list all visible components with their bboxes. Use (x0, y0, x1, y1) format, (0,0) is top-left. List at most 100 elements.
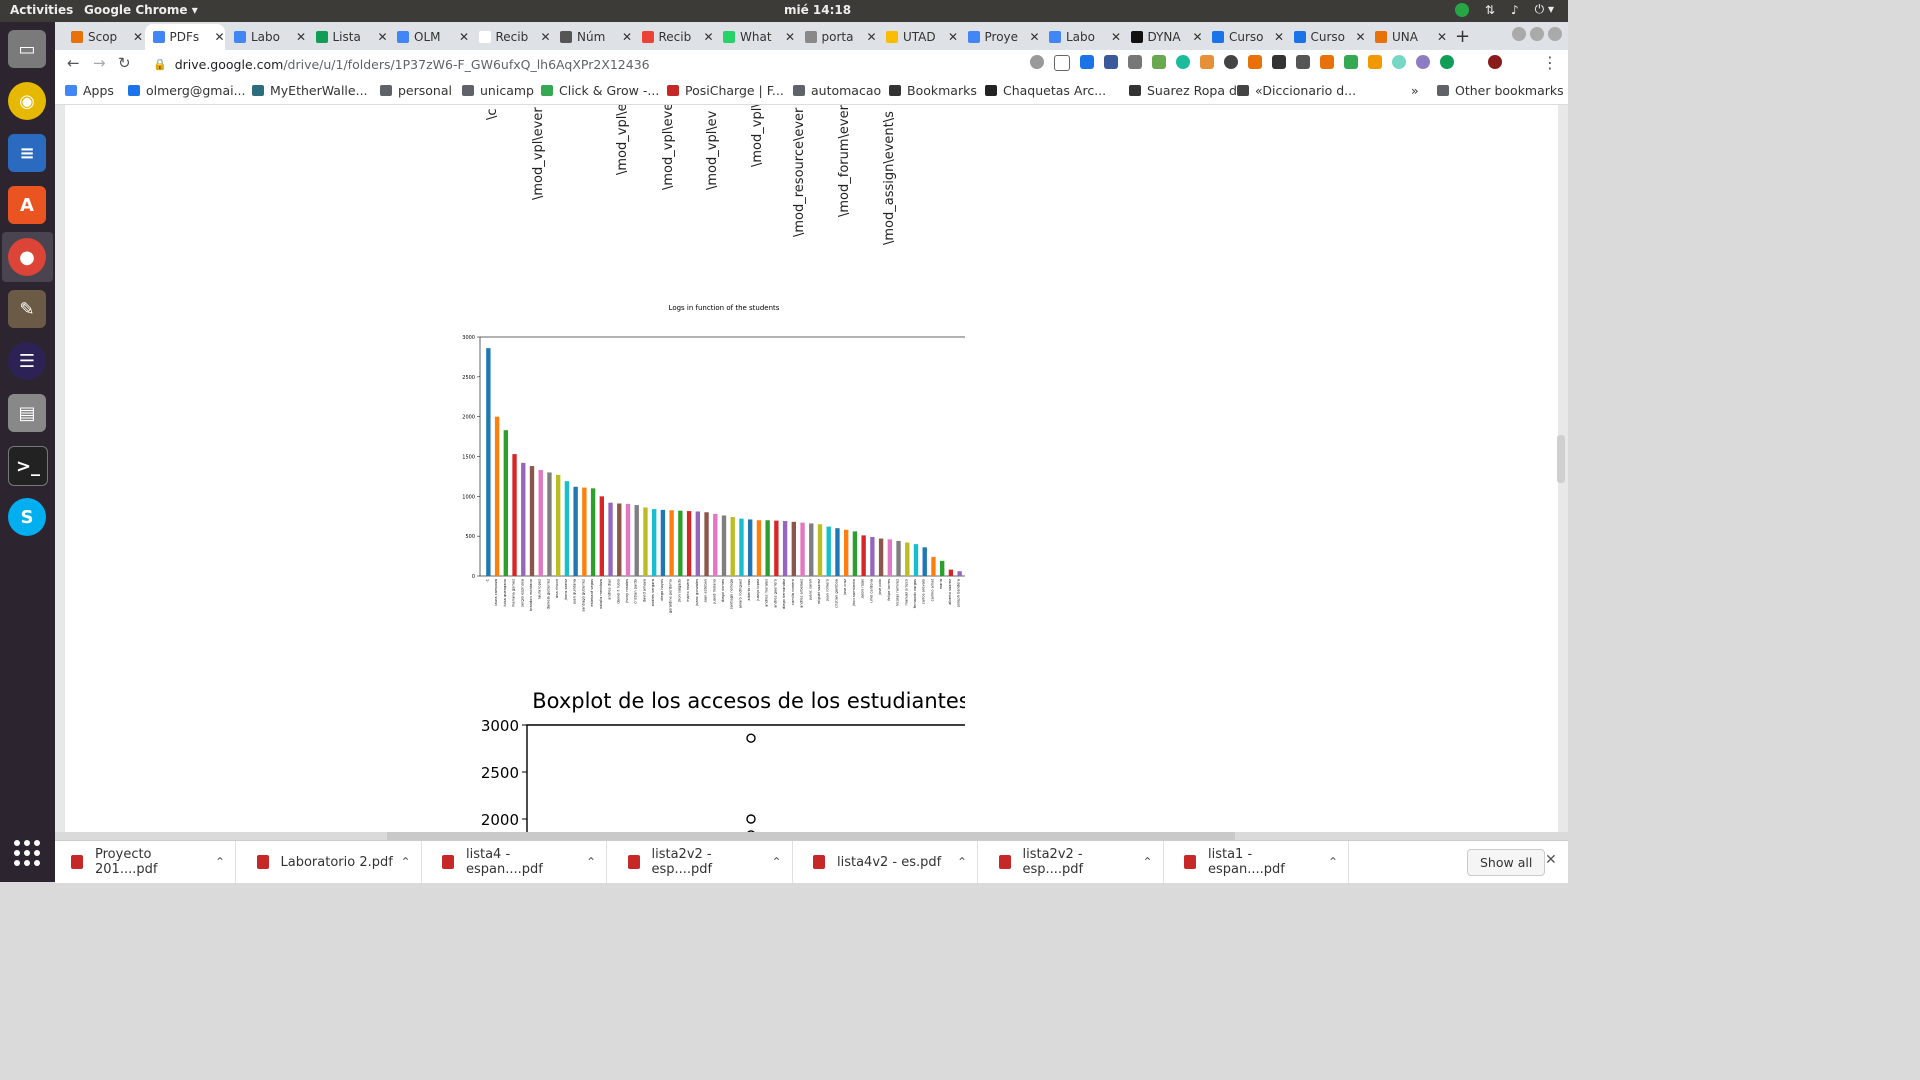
close-tab-icon[interactable]: ✕ (1192, 30, 1203, 44)
tab[interactable]: PDFs ✕ (144, 24, 225, 50)
pdf-viewer[interactable]: \c \mod_vpl\ever \mod_vpl\e \mod_vpl\ever \m… (55, 105, 1568, 832)
download-item[interactable]: lista4 - espan....pdf ⌃ (428, 841, 607, 883)
tab[interactable]: What ✕ (715, 24, 795, 50)
close-tab-icon[interactable]: ✕ (214, 30, 225, 44)
horizontal-scrollbar[interactable] (387, 832, 1235, 840)
bookmark-item[interactable]: Apps (65, 83, 114, 98)
tab[interactable]: porta ✕ (797, 24, 877, 50)
extension-icon[interactable] (1272, 55, 1286, 69)
close-tab-icon[interactable]: ✕ (540, 30, 551, 44)
download-item[interactable]: lista4v2 - es.pdf ⌃ (799, 841, 978, 883)
profile-avatar[interactable] (1488, 55, 1502, 69)
maximize-button[interactable] (1530, 27, 1544, 41)
show-all-downloads-button[interactable]: Show all (1467, 849, 1546, 876)
chevron-up-icon[interactable]: ⌃ (585, 855, 596, 869)
tab[interactable]: OLM ✕ (389, 24, 469, 50)
tab[interactable]: Scop ✕ (63, 24, 143, 50)
tab[interactable]: Labo ✕ (1041, 24, 1121, 50)
close-tab-icon[interactable]: ✕ (377, 30, 388, 44)
extension-icon[interactable] (1296, 55, 1310, 69)
files-icon[interactable]: ▭ (8, 30, 46, 68)
close-tab-icon[interactable]: ✕ (1355, 30, 1366, 44)
close-tab-icon[interactable]: ✕ (1029, 30, 1040, 44)
close-tab-icon[interactable]: ✕ (1273, 30, 1284, 44)
chrome-icon[interactable]: ● (8, 238, 46, 276)
rhythmbox-icon[interactable]: ◉ (8, 82, 46, 120)
extension-icon[interactable] (1368, 55, 1382, 69)
bookmark-item[interactable]: olmerg@gmai... (128, 83, 246, 98)
extension-icon[interactable] (1080, 55, 1094, 69)
grammarly-icon[interactable] (1176, 55, 1190, 69)
bookmark-item[interactable]: personal (380, 83, 452, 98)
terminal-icon[interactable]: >_ (8, 446, 48, 486)
tab[interactable]: Curso ✕ (1204, 24, 1284, 50)
tab[interactable]: Labo ✕ (226, 24, 306, 50)
extension-icon[interactable] (1248, 55, 1262, 69)
vertical-scrollbar[interactable] (1557, 435, 1565, 483)
tab[interactable]: Lista ✕ (308, 24, 388, 50)
close-tab-icon[interactable]: ✕ (784, 30, 795, 44)
tab[interactable]: Recib ✕ (471, 24, 551, 50)
scanner-icon[interactable]: ▤ (8, 394, 46, 432)
eclipse-icon[interactable]: ☰ (8, 342, 46, 380)
close-tab-icon[interactable]: ✕ (866, 30, 877, 44)
bookmark-item[interactable]: Suarez Ropa d... (1129, 83, 1249, 98)
download-item[interactable]: Proyecto 201....pdf ⌃ (57, 841, 236, 883)
bookmark-item[interactable]: PosiCharge | F... (667, 83, 784, 98)
extension-icon[interactable] (1320, 55, 1334, 69)
reload-button[interactable]: ↻ (118, 54, 131, 72)
writer-icon[interactable]: ≡ (8, 134, 46, 172)
download-icon[interactable] (1200, 55, 1214, 69)
tab[interactable]: Núm ✕ (552, 24, 632, 50)
bookmark-item[interactable]: Bookmarks (889, 83, 977, 98)
extension-icon[interactable] (1440, 55, 1454, 69)
lock-icon[interactable]: 🔒 (153, 57, 167, 71)
tab[interactable]: Recib ✕ (634, 24, 714, 50)
skype-icon[interactable]: S (8, 498, 46, 536)
minimize-button[interactable] (1512, 27, 1526, 41)
chevron-up-icon[interactable]: ⌃ (956, 855, 967, 869)
forward-button[interactable]: → (93, 54, 106, 72)
extension-icon[interactable] (1104, 55, 1118, 69)
download-item[interactable]: Laboratorio 2.pdf ⌃ (243, 841, 422, 883)
software-center-icon[interactable]: A (8, 186, 46, 224)
close-tab-icon[interactable]: ✕ (458, 30, 469, 44)
cast-icon[interactable] (1030, 55, 1044, 69)
chevron-up-icon[interactable]: ⌃ (400, 855, 411, 869)
close-download-shelf-button[interactable]: ✕ (1545, 852, 1557, 868)
address-bar[interactable]: 🔒 drive.google.com/drive/u/1/folders/1P3… (145, 52, 1035, 76)
tab[interactable]: DYNA ✕ (1123, 24, 1203, 50)
bookmark-item[interactable]: MyEtherWalle... (252, 83, 368, 98)
tab[interactable]: UTAD ✕ (878, 24, 958, 50)
close-tab-icon[interactable]: ✕ (947, 30, 958, 44)
other-bookmarks[interactable]: Other bookmarks (1437, 83, 1564, 98)
close-tab-icon[interactable]: ✕ (1110, 30, 1121, 44)
tab[interactable]: UNA ✕ (1367, 24, 1447, 50)
power-icon[interactable]: ⏻ ▾ (1534, 2, 1554, 16)
download-item[interactable]: lista1 -espan....pdf ⌃ (1170, 841, 1349, 883)
status-icon[interactable] (1454, 2, 1469, 17)
tab[interactable]: Proye ✕ (960, 24, 1040, 50)
close-tab-icon[interactable]: ✕ (1436, 30, 1447, 44)
volume-icon[interactable]: ♪ (1510, 2, 1519, 17)
bookmarks-overflow-button[interactable]: » (1411, 83, 1419, 98)
close-tab-icon[interactable]: ✕ (295, 30, 306, 44)
bookmark-item[interactable]: «Diccionario d... (1237, 83, 1356, 98)
close-tab-icon[interactable]: ✕ (703, 30, 714, 44)
chevron-up-icon[interactable]: ⌃ (214, 855, 225, 869)
extension-icon[interactable] (1152, 55, 1166, 69)
chevron-up-icon[interactable]: ⌃ (771, 855, 782, 869)
chevron-up-icon[interactable]: ⌃ (1327, 855, 1338, 869)
tab[interactable]: Curso ✕ (1286, 24, 1366, 50)
bookmark-star-icon[interactable] (1054, 55, 1070, 71)
extension-icon[interactable] (1392, 55, 1406, 69)
bookmark-item[interactable]: Click & Grow -... (541, 83, 659, 98)
download-item[interactable]: lista2v2 -esp....pdf ⌃ (985, 841, 1164, 883)
chrome-menu-button[interactable]: ⋮ (1542, 53, 1558, 72)
extension-icon[interactable] (1224, 55, 1238, 69)
extension-icon[interactable] (1128, 55, 1142, 69)
extension-icon[interactable] (1344, 55, 1358, 69)
bookmark-item[interactable]: unicamp (462, 83, 534, 98)
bookmark-item[interactable]: Chaquetas Arc... (985, 83, 1106, 98)
download-item[interactable]: lista2v2 -esp....pdf ⌃ (614, 841, 793, 883)
